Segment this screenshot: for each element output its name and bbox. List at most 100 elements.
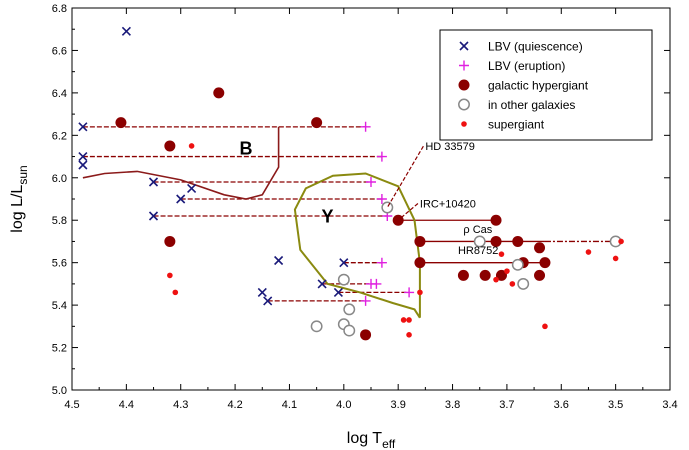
lbv-quiescence-point: [78, 160, 88, 170]
y-tick-label: 6.4: [52, 88, 67, 100]
supergiant-point: [542, 323, 548, 330]
other-galaxies-point: [511, 258, 524, 271]
lbv-eruption-point: [376, 257, 387, 268]
legend-marker-supergiant: [461, 121, 467, 127]
galactic-hypergiant-point: [495, 269, 507, 281]
x-tick-label: 3.7: [499, 399, 514, 411]
y-tick-label: 5.4: [52, 300, 67, 312]
galactic-hypergiant-point: [539, 257, 551, 269]
region-label-b: B: [239, 138, 252, 158]
supergiant-point: [504, 268, 510, 274]
lbv-eruption-point: [371, 278, 382, 289]
x-tick-label: 4.1: [282, 399, 297, 411]
legend-marker-other-galaxies: [458, 98, 470, 111]
x-tick-label: 3.9: [391, 399, 406, 411]
legend-label: in other galaxies: [488, 98, 575, 112]
supergiant-point: [188, 143, 195, 149]
galactic-hypergiant-point: [534, 242, 546, 254]
supergiant-point: [612, 255, 619, 262]
lbv-quiescence-point: [317, 279, 327, 289]
galactic-hypergiant-point: [164, 140, 176, 152]
x-tick-label: 4.5: [64, 399, 79, 411]
supergiant-point: [618, 238, 624, 245]
galactic-hypergiant-point: [115, 117, 127, 129]
supergiant-point: [498, 251, 505, 257]
other-galaxies-point: [517, 277, 530, 290]
galactic-hypergiant-point: [164, 235, 176, 247]
legend-marker-galactic-hypergiant: [458, 79, 470, 91]
galactic-hypergiant-point: [414, 235, 426, 247]
lbv-quiescence-point: [176, 194, 186, 204]
supergiant-point: [172, 289, 179, 296]
y-axis-title-main: log L/L: [9, 185, 26, 233]
legend-label: supergiant: [488, 118, 545, 132]
region-y-boundary: [293, 172, 421, 319]
annotation-label: IRC+10420: [420, 198, 476, 210]
lbv-eruption-point: [360, 121, 371, 132]
legend-marker-lbv-quiescence: [459, 41, 469, 51]
y-axis-title: log L/Lsun: [9, 165, 30, 232]
supergiant-point: [406, 317, 412, 323]
legend-marker-lbv-eruption: [459, 60, 469, 71]
lbv-quiescence-point: [78, 152, 88, 162]
galactic-hypergiant-point: [311, 117, 323, 129]
lbv-quiescence-point: [78, 122, 88, 132]
x-tick-label: 4.0: [336, 399, 351, 411]
galactic-hypergiant-point: [457, 269, 469, 281]
annotation-label: ρ Cas: [463, 224, 492, 236]
supergiant-point: [400, 317, 407, 323]
other-galaxies-point: [381, 201, 394, 214]
lbv-quiescence-point: [263, 296, 273, 306]
x-tick-label: 3.6: [554, 399, 569, 411]
lbv-quiescence-point: [187, 183, 197, 193]
other-galaxies-point: [473, 235, 486, 248]
lbv-eruption-point: [376, 151, 387, 162]
legend-box: [439, 29, 653, 141]
lbv-quiescence-point: [333, 287, 343, 297]
supergiant-point: [509, 281, 516, 287]
supergiant-point: [406, 332, 412, 338]
x-axis-title-main: log T: [347, 430, 383, 447]
supergiant-point: [417, 289, 423, 296]
y-tick-label: 5.6: [52, 258, 67, 270]
annotation-labels-layer: B Y HD 33579 IRC+10420 ρ Cas HR8752: [239, 138, 498, 257]
y-tick-label: 6.6: [52, 45, 67, 57]
x-tick-label: 3.4: [662, 399, 677, 411]
y-tick-label: 6.0: [52, 173, 67, 185]
y-tick-label: 5.8: [52, 215, 67, 227]
galactic-hypergiant-point: [213, 87, 225, 99]
galactic-hypergiant-point: [512, 235, 524, 247]
x-axis-title-sub: eff: [382, 437, 396, 450]
legend-label: LBV (quiescence): [488, 40, 583, 54]
annotation-pointer: [386, 145, 424, 208]
region-b-boundary: [82, 126, 280, 200]
x-tick-label: 4.4: [119, 399, 134, 411]
axes-layer: 4.5 4.4 4.3 4.2 4.1 4.0 3.9 3.8 3.7 3.6 3.5 3.4 5.0 5…: [9, 3, 678, 450]
galactic-hypergiant-point: [534, 269, 546, 281]
supergiant-point: [585, 249, 592, 255]
y-tick-label: 5.0: [52, 385, 67, 397]
lbv-quiescence-point: [121, 26, 131, 36]
galactic-hypergiant-point: [490, 235, 502, 247]
y-tick-label: 5.2: [52, 343, 67, 355]
lbv-quiescence-point: [148, 177, 159, 187]
lbv-quiescence-point: [257, 287, 267, 297]
data-points-layer: [78, 26, 624, 341]
supergiant-point: [493, 276, 499, 283]
y-tick-label: 6.8: [52, 3, 67, 15]
other-galaxies-point: [343, 303, 356, 316]
supergiant-point: [167, 272, 173, 279]
other-galaxies-point: [343, 324, 356, 337]
legend-label: LBV (eruption): [488, 59, 565, 73]
other-galaxies-point: [337, 273, 350, 286]
legend-label: galactic hypergiant: [488, 79, 589, 93]
x-tick-label: 4.3: [173, 399, 188, 411]
x-tick-label: 4.2: [227, 399, 242, 411]
annotation-label: HR8752: [458, 245, 498, 257]
galactic-hypergiant-point: [490, 214, 502, 226]
x-axis-title: log Teff: [347, 430, 396, 450]
lbv-quiescence-point: [339, 258, 349, 268]
legend: LBV (quiescence) LBV (eruption) galactic h…: [439, 29, 653, 141]
x-tick-label: 3.8: [445, 399, 460, 411]
